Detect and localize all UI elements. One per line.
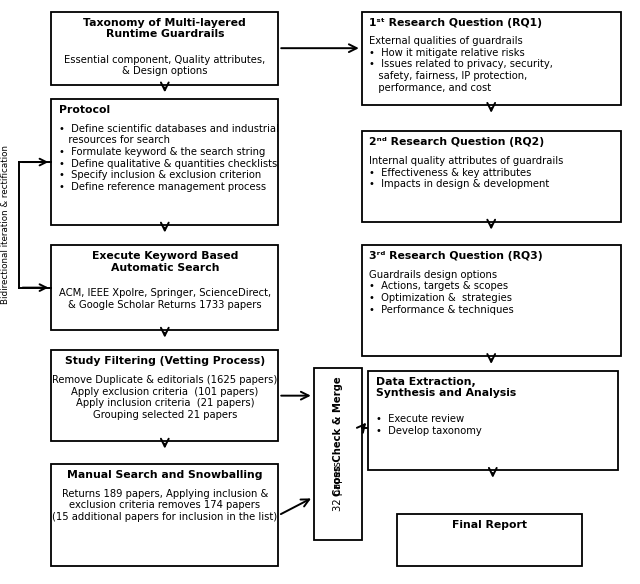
Text: ACM, IEEE Xpolre, Springer, ScienceDirect,
& Google Scholar Returns 1733 papers: ACM, IEEE Xpolre, Springer, ScienceDirec… <box>59 288 271 310</box>
Bar <box>51 464 278 566</box>
Bar <box>362 131 621 222</box>
Text: Essential component, Quality attributes,
& Design options: Essential component, Quality attributes,… <box>64 55 266 77</box>
Bar <box>362 245 621 356</box>
Bar <box>368 371 618 470</box>
Bar <box>51 350 278 441</box>
Text: 32 papers: 32 papers <box>333 461 342 511</box>
Text: Remove Duplicate & editorials (1625 papers)
Apply exclusion criteria  (101 paper: Remove Duplicate & editorials (1625 pape… <box>52 375 277 420</box>
Bar <box>397 514 582 566</box>
Text: Guardrails design options
•  Actions, targets & scopes
•  Optimization &  strate: Guardrails design options • Actions, tar… <box>369 270 514 315</box>
Text: Data Extraction,
Synthesis and Analysis: Data Extraction, Synthesis and Analysis <box>376 377 516 398</box>
Bar <box>314 368 362 540</box>
Bar <box>51 99 278 225</box>
Text: 1ˢᵗ Research Question (RQ1): 1ˢᵗ Research Question (RQ1) <box>369 18 542 27</box>
Text: External qualities of guardrails
•  How it mitigate relative risks
•  Issues rel: External qualities of guardrails • How i… <box>369 36 553 93</box>
Text: Final Report: Final Report <box>452 520 527 530</box>
Text: 2ⁿᵈ Research Question (RQ2): 2ⁿᵈ Research Question (RQ2) <box>369 137 545 147</box>
Text: •  Execute review
•  Develop taxonomy: • Execute review • Develop taxonomy <box>376 414 481 436</box>
Text: Internal quality attributes of guardrails
•  Effectiveness & key attributes
•  I: Internal quality attributes of guardrail… <box>369 156 564 189</box>
Bar <box>362 12 621 105</box>
Text: Execute Keyword Based
Automatic Search: Execute Keyword Based Automatic Search <box>92 251 238 273</box>
Bar <box>51 245 278 330</box>
Text: Taxonomy of Multi-layered
Runtime Guardrails: Taxonomy of Multi-layered Runtime Guardr… <box>83 18 246 39</box>
Text: Protocol: Protocol <box>59 105 110 115</box>
Text: Cross Check & Merge: Cross Check & Merge <box>333 377 342 496</box>
Text: Manual Search and Snowballing: Manual Search and Snowballing <box>67 470 262 480</box>
Text: 3ʳᵈ Research Question (RQ3): 3ʳᵈ Research Question (RQ3) <box>369 251 543 261</box>
Text: Bidirectional iteration & rectification: Bidirectional iteration & rectification <box>1 145 10 304</box>
Bar <box>51 12 278 85</box>
Text: Returns 189 papers, Applying inclusion &
exclusion criteria removes 174 papers
(: Returns 189 papers, Applying inclusion &… <box>52 489 277 522</box>
Text: •  Define scientific databases and industrial
   resources for search
•  Formula: • Define scientific databases and indust… <box>59 124 279 192</box>
Text: Study Filtering (Vetting Process): Study Filtering (Vetting Process) <box>65 356 265 366</box>
